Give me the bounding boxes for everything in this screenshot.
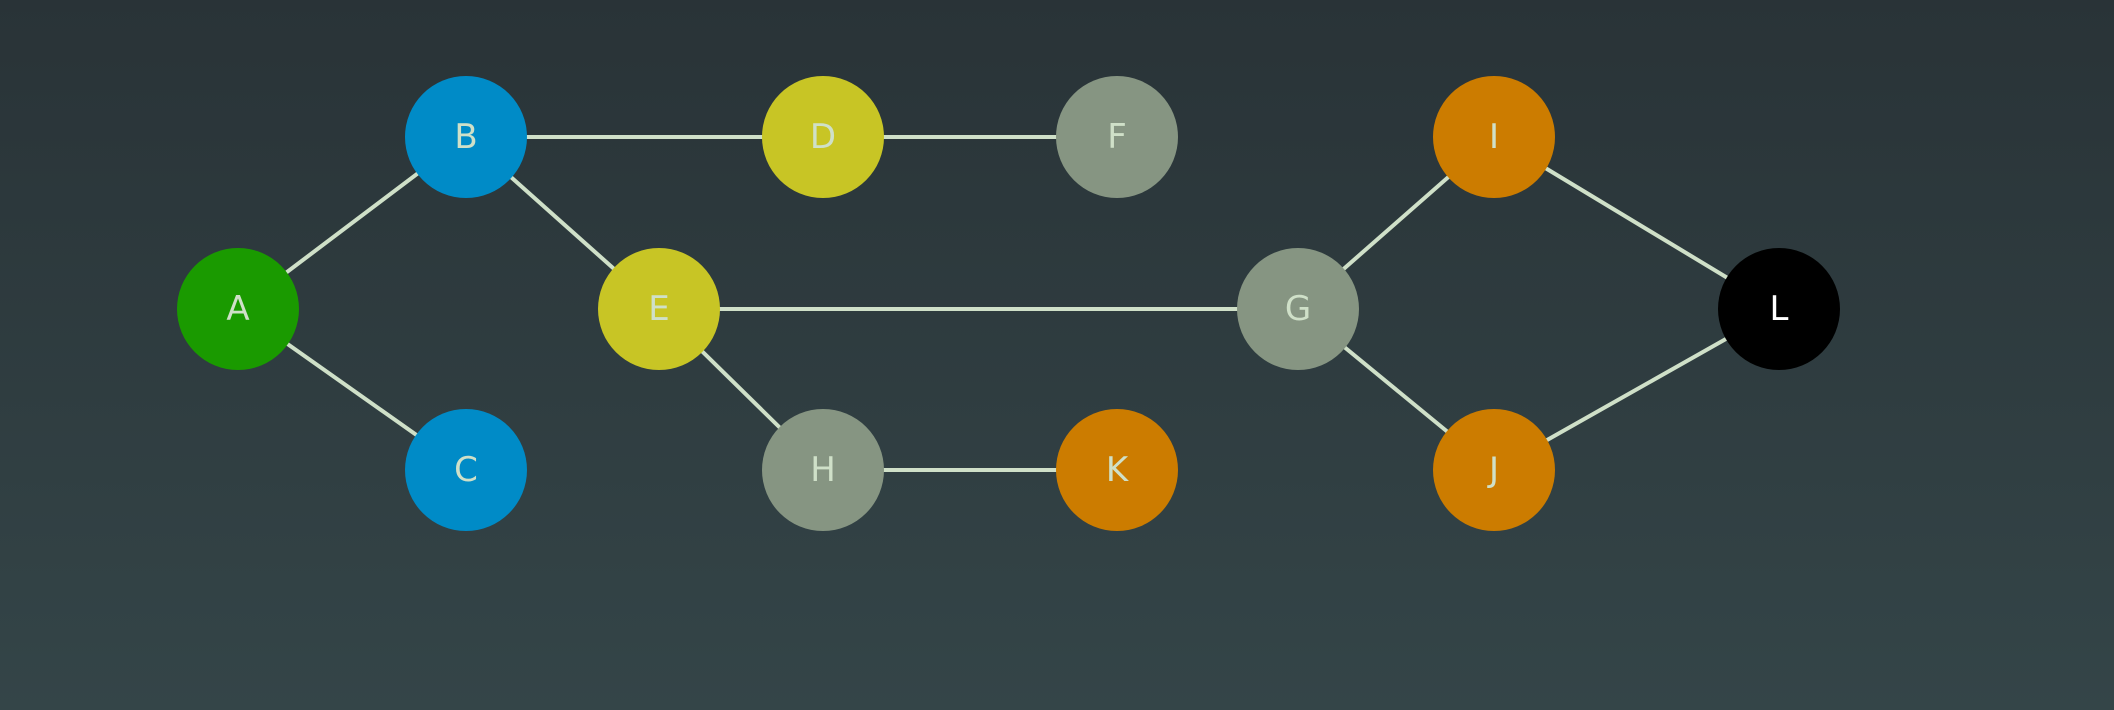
node-label-d: D xyxy=(810,117,836,157)
node-f: F xyxy=(1056,76,1178,198)
node-a: A xyxy=(177,248,299,370)
node-label-b: B xyxy=(454,117,477,157)
nodes-layer: A B C D E F G H I J K L xyxy=(177,76,1840,531)
node-label-l: L xyxy=(1770,289,1789,329)
node-circle-h xyxy=(762,409,884,531)
node-circle-a xyxy=(177,248,299,370)
node-l: L xyxy=(1718,248,1840,370)
node-label-c: C xyxy=(454,450,478,490)
node-i: I xyxy=(1433,76,1555,198)
node-label-f: F xyxy=(1107,117,1127,157)
node-h: H xyxy=(762,409,884,531)
node-circle-d xyxy=(762,76,884,198)
node-label-k: K xyxy=(1106,450,1130,490)
node-circle-b xyxy=(405,76,527,198)
node-label-h: H xyxy=(810,450,836,490)
node-label-e: E xyxy=(648,289,669,329)
node-label-i: I xyxy=(1489,117,1499,157)
node-b: B xyxy=(405,76,527,198)
node-g: G xyxy=(1237,248,1359,370)
node-e: E xyxy=(598,248,720,370)
node-j: J xyxy=(1433,409,1555,531)
node-k: K xyxy=(1056,409,1178,531)
node-circle-e xyxy=(598,248,720,370)
node-circle-j xyxy=(1433,409,1555,531)
node-label-g: G xyxy=(1285,289,1311,329)
node-circle-i xyxy=(1433,76,1555,198)
node-circle-c xyxy=(405,409,527,531)
node-label-a: A xyxy=(226,289,249,329)
node-circle-k xyxy=(1056,409,1178,531)
node-circle-l xyxy=(1718,248,1840,370)
node-label-j: J xyxy=(1487,450,1499,490)
node-circle-f xyxy=(1056,76,1178,198)
node-circle-g xyxy=(1237,248,1359,370)
node-c: C xyxy=(405,409,527,531)
node-d: D xyxy=(762,76,884,198)
